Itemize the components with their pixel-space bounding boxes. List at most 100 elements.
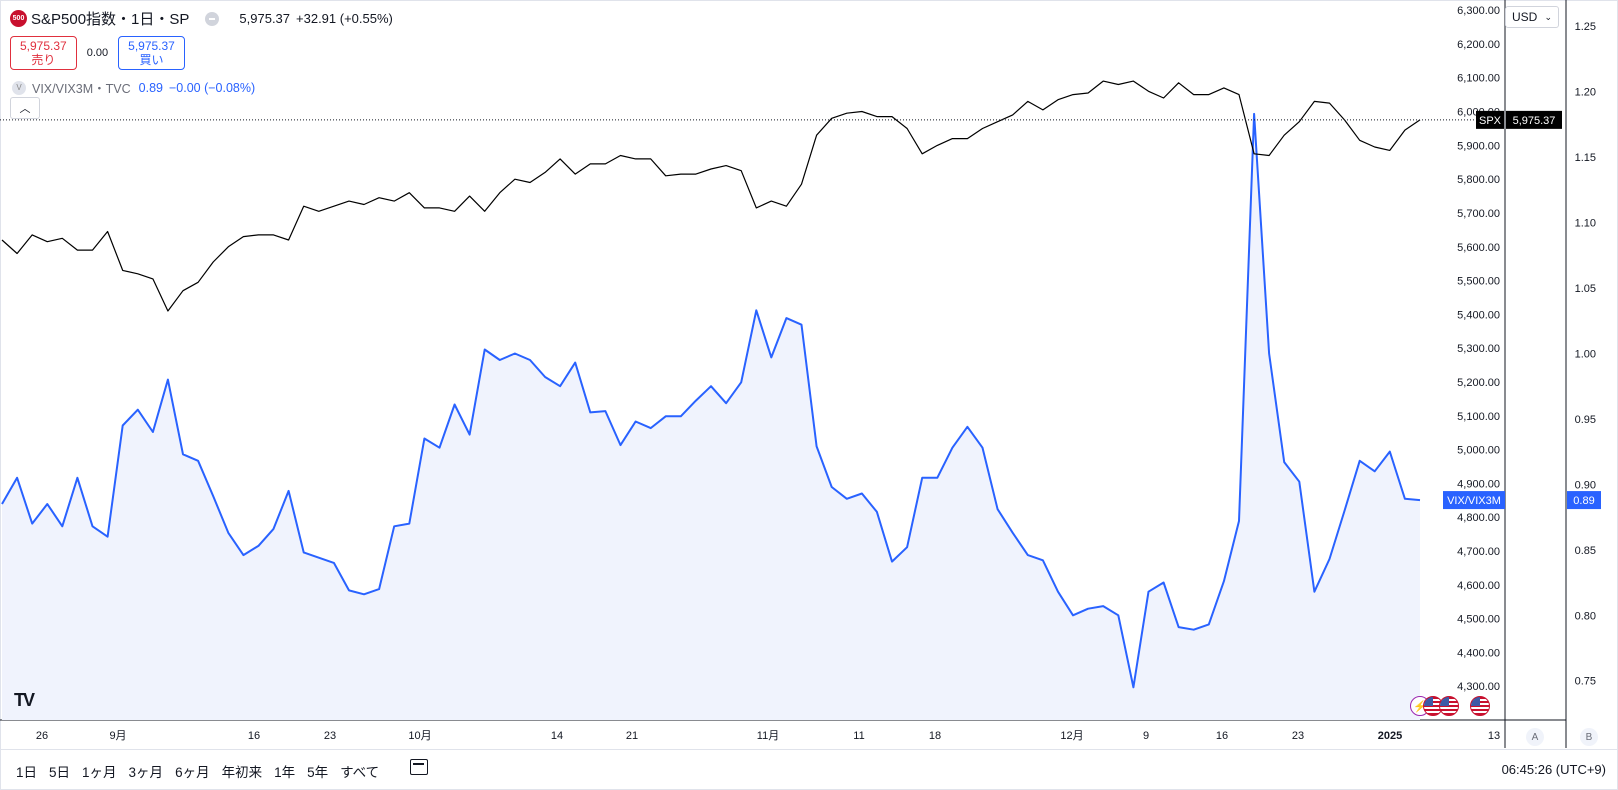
range-1m[interactable]: 1ヶ月 [82, 765, 117, 780]
spx-axis-tick-label: 6,300.00 [1457, 5, 1500, 17]
clock-timezone[interactable]: 06:45:26 (UTC+9) [1501, 762, 1606, 777]
spx-last-tag [1506, 110, 1562, 129]
trade-buttons: 5,975.37 売り 0.00 5,975.37 買い [10, 36, 185, 70]
range-5d[interactable]: 5日 [49, 765, 71, 780]
indicator-value: 0.89 [138, 80, 163, 95]
vix-axis-tick-label: 0.95 [1575, 414, 1596, 426]
vix-name-label: VIX/VIX3M [1447, 495, 1501, 507]
market-status-icon[interactable] [205, 11, 220, 26]
time-axis-tick-label: 18 [929, 730, 941, 742]
chevron-up-icon: ︿ [19, 103, 31, 115]
indicator-change: −0.00 (−0.08%) [168, 80, 256, 95]
range-1y[interactable]: 1年 [274, 765, 296, 780]
time-axis-tick-label: 11月 [757, 730, 779, 742]
vix-axis-tick-label: 1.10 [1575, 218, 1596, 230]
time-axis-tick-label: 23 [324, 730, 336, 742]
us-flag-icon[interactable] [1439, 696, 1459, 716]
spx-axis-tick-label: 4,600.00 [1457, 580, 1500, 592]
currency-select[interactable]: USD ⌄ [1505, 6, 1559, 28]
time-axis-tick-label: 26 [36, 730, 48, 742]
spx-axis-tick-label: 5,500.00 [1457, 276, 1500, 288]
time-axis-tick-label: 21 [626, 730, 638, 742]
spx-axis-tick-label: 5,200.00 [1457, 377, 1500, 389]
vix-axis-tick-label: 0.80 [1575, 610, 1596, 622]
spx-logo-icon: 500 [10, 10, 27, 27]
vix-axis-tick-label: 1.25 [1575, 21, 1596, 33]
collapse-legend-button[interactable]: ︿ [10, 97, 40, 119]
spx-axis-tick-label: 5,100.00 [1457, 411, 1500, 423]
vix-axis-tick-label: 0.75 [1575, 676, 1596, 688]
spx-axis-tick-label: 6,200.00 [1457, 39, 1500, 51]
time-range-bar: 1日 5日 1ヶ月 3ヶ月 6ヶ月 年初来 1年 5年 すべて [16, 761, 379, 781]
spx-axis-tick-label: 5,400.00 [1457, 309, 1500, 321]
chart-header: 500 S&P500指数・1日・SP 5,975.37 +32.91 (+0.5… [10, 8, 393, 29]
vix-axis-tick-label: 1.15 [1575, 152, 1596, 164]
time-axis-tick-label: 10月 [408, 730, 431, 742]
spx-axis-tick-label: 4,300.00 [1457, 681, 1500, 693]
spx-axis-tick-label: 5,800.00 [1457, 174, 1500, 186]
vix-name-tag [1443, 491, 1505, 510]
time-axis-tick-label: 14 [551, 730, 563, 742]
vix-axis-tick-label: 1.20 [1575, 87, 1596, 99]
spx-axis-tick-label: 5,900.00 [1457, 140, 1500, 152]
vix-series-line [1, 112, 1421, 689]
buy-price: 5,975.37 [128, 39, 175, 53]
price-change: +32.91 (+0.55%) [296, 11, 393, 26]
last-price: 5,975.37 [239, 11, 291, 26]
vix-axis-tick-label: 1.00 [1575, 348, 1596, 360]
spread-value: 0.00 [86, 47, 109, 59]
spx-axis-tick-label: 4,700.00 [1457, 546, 1500, 558]
vix-last-label: 0.89 [1573, 495, 1594, 507]
spx-axis-tick-label: 5,300.00 [1457, 343, 1500, 355]
time-axis-tick-label: 13 [1488, 730, 1500, 742]
range-5y[interactable]: 5年 [307, 765, 329, 780]
chevron-down-icon: ⌄ [1544, 11, 1552, 22]
spx-axis-tick-label: 6,100.00 [1457, 73, 1500, 85]
goto-date-calendar-icon[interactable] [410, 759, 428, 775]
symbol-title[interactable]: S&P500指数・1日・SP [31, 11, 190, 28]
vix-axis-tick-label: 0.85 [1575, 545, 1596, 557]
vix-last-tag [1567, 491, 1601, 510]
spx-name-label: SPX [1479, 115, 1502, 127]
spx-axis-tick-label: 4,400.00 [1457, 647, 1500, 659]
buy-button[interactable]: 5,975.37 買い [118, 36, 185, 70]
range-all[interactable]: すべて [340, 765, 380, 780]
time-axis-tick-label: 23 [1292, 730, 1304, 742]
range-1d[interactable]: 1日 [16, 765, 38, 780]
time-axis-tick-label: 12月 [1060, 730, 1083, 742]
spx-last-label: 5,975.37 [1513, 115, 1556, 127]
time-axis-tick-label: 16 [1216, 730, 1228, 742]
spx-axis-tick-label: 5,600.00 [1457, 242, 1500, 254]
sell-label: 売り [31, 53, 56, 67]
time-axis-tick-label: 9 [1143, 730, 1149, 742]
auto-scale-button[interactable]: A [1526, 728, 1544, 746]
spx-axis-tick-label: 5,700.00 [1457, 208, 1500, 220]
bottom-toolbar [0, 749, 1618, 790]
spx-axis-tick-label: 5,000.00 [1457, 445, 1500, 457]
spx-series-line [1, 80, 1421, 312]
vix-area-fill [2, 113, 1420, 720]
range-6m[interactable]: 6ヶ月 [175, 765, 210, 780]
range-3m[interactable]: 3ヶ月 [128, 765, 164, 780]
vix-axis-tick-label: 0.90 [1575, 479, 1596, 491]
currency-value: USD [1512, 10, 1538, 24]
time-axis-tick-label: 16 [248, 730, 260, 742]
sell-button[interactable]: 5,975.37 売り [10, 36, 77, 70]
tradingview-logo-icon[interactable]: TV [14, 690, 35, 710]
spx-axis-tick-label: 4,800.00 [1457, 512, 1500, 524]
spx-name-tag [1476, 110, 1504, 129]
axis-b-button[interactable]: B [1580, 728, 1598, 746]
indicator-legend[interactable]: V VIX/VIX3M・TVC 0.89 −0.00 (−0.08%) [12, 78, 261, 97]
spx-axis-tick-label: 4,900.00 [1457, 478, 1500, 490]
us-flag-icon[interactable] [1470, 696, 1490, 716]
vix-symbol-icon: V [12, 80, 26, 95]
time-axis-tick-label: 2025 [1378, 730, 1402, 742]
us-flag-icon[interactable] [1423, 696, 1443, 716]
sell-price: 5,975.37 [20, 39, 67, 53]
vix-axis-tick-label: 1.05 [1575, 283, 1596, 295]
indicator-name[interactable]: VIX/VIX3M・TVC [32, 82, 131, 96]
range-ytd[interactable]: 年初来 [221, 765, 263, 780]
time-axis-tick-label: 11 [853, 730, 864, 742]
buy-label: 買い [139, 53, 164, 67]
